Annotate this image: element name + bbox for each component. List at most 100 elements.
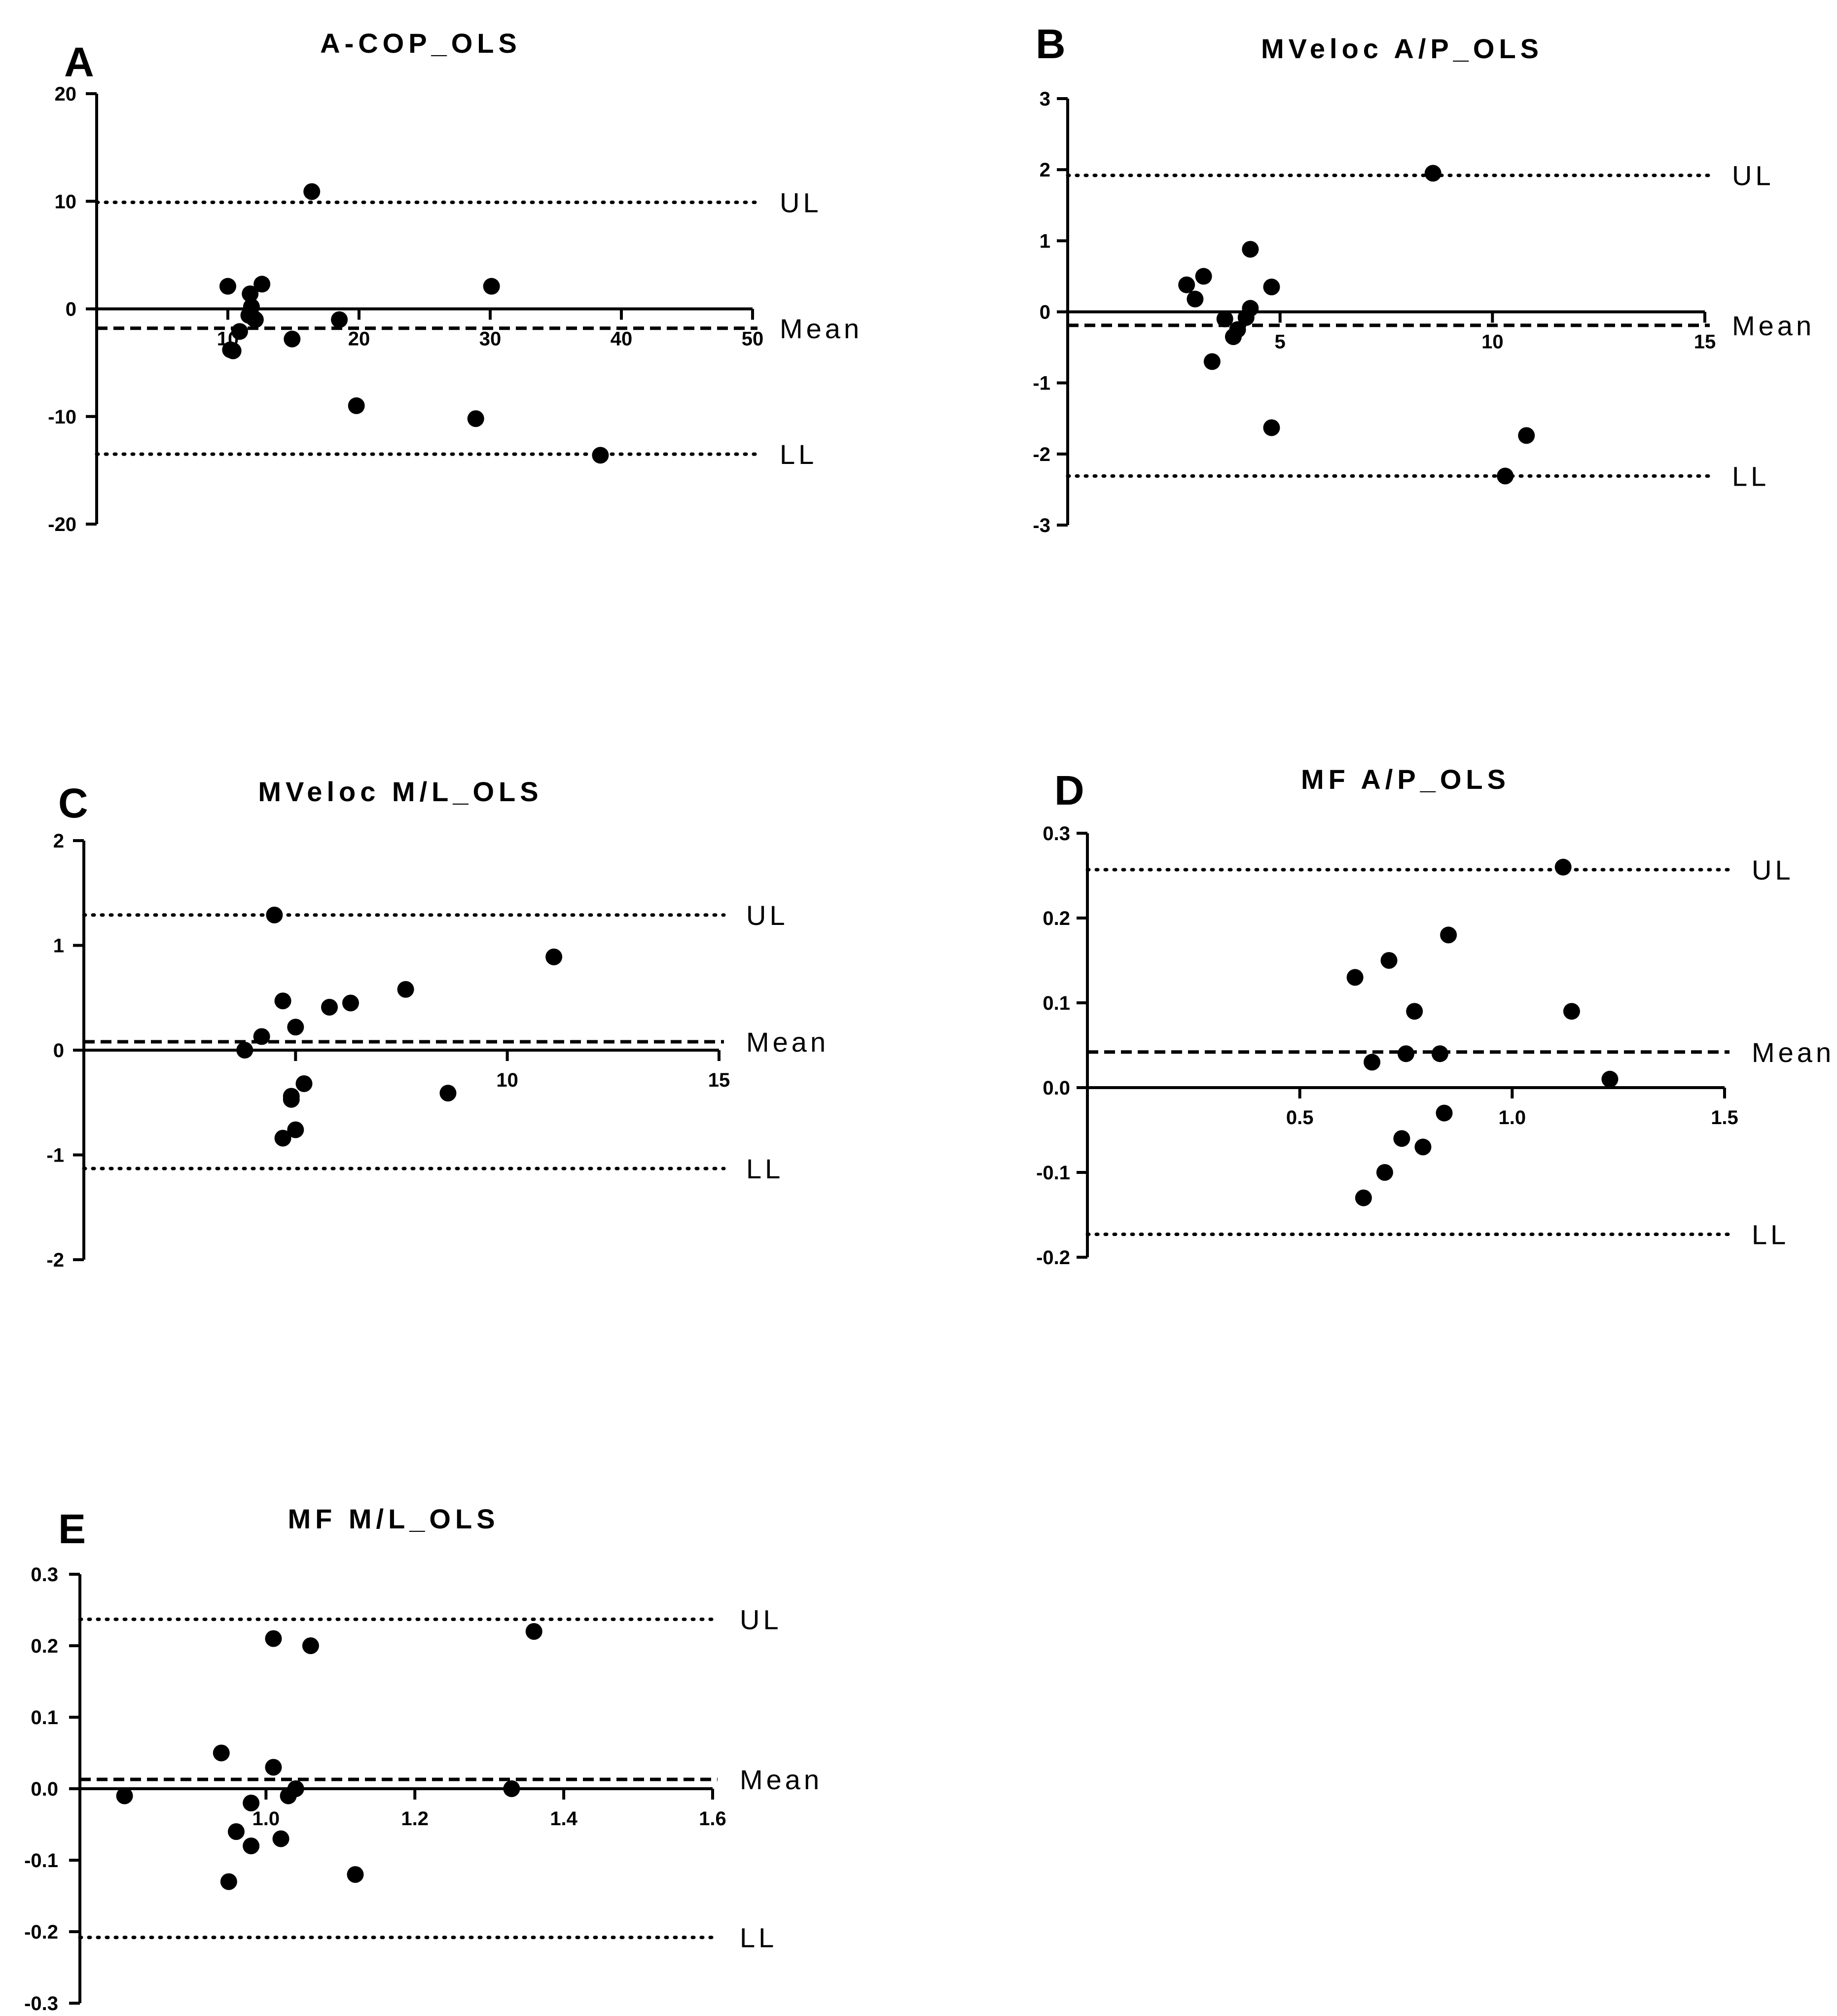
data-point (219, 278, 236, 295)
panel-letter: B (1036, 21, 1066, 67)
y-tick-label: -1 (1033, 373, 1050, 394)
data-point (1440, 926, 1457, 944)
y-tick-label: 0 (66, 299, 76, 320)
data-point (265, 1759, 282, 1776)
upper-limit-label: UL (1752, 854, 1794, 885)
x-tick-label: 10 (496, 1069, 518, 1091)
data-point (1376, 1164, 1393, 1181)
data-point (247, 311, 264, 328)
data-point (287, 1019, 304, 1036)
chart-title: MVeloc M/L_OLS (258, 776, 542, 807)
x-tick-label: 1.0 (1499, 1107, 1526, 1129)
y-tick-label: -1 (46, 1145, 64, 1167)
data-point (236, 1042, 253, 1059)
lower-limit-label: LL (740, 1922, 777, 1953)
data-point (1436, 1104, 1453, 1122)
data-point (295, 1075, 313, 1092)
lower-limit-label: LL (1752, 1219, 1789, 1250)
data-point (243, 1838, 260, 1854)
x-tick-label: 15 (1694, 331, 1716, 353)
data-point (1263, 419, 1280, 436)
data-point (321, 998, 338, 1016)
x-tick-label: 1.0 (252, 1808, 280, 1830)
data-point (266, 906, 283, 923)
data-point (1563, 1003, 1580, 1020)
y-tick-label: -2 (46, 1249, 64, 1271)
panel-c: C MVeloc M/L_OLS -2 -1 0 1 2 10 15 UL Mean LL (46, 776, 829, 1271)
upper-limit-label: UL (740, 1604, 782, 1635)
y-tick-label: 0.1 (31, 1707, 58, 1729)
data-point (1406, 1003, 1423, 1020)
x-tick-label: 5 (1275, 331, 1286, 353)
data-point (1518, 427, 1535, 444)
data-point (1187, 290, 1204, 308)
data-point (274, 992, 291, 1010)
x-tick-label: 0.5 (1286, 1107, 1314, 1129)
data-point (545, 948, 563, 965)
data-point (213, 1744, 230, 1762)
data-point (274, 1130, 291, 1147)
data-point (1601, 1070, 1619, 1088)
data-point (287, 1121, 304, 1138)
y-tick-label: 1 (1040, 230, 1050, 252)
lower-limit-label: LL (780, 439, 817, 470)
y-tick-label: -0.2 (1036, 1247, 1070, 1269)
data-point (303, 183, 321, 200)
data-point (231, 323, 248, 340)
y-tick-label: -10 (48, 406, 76, 428)
x-tick-label: 10 (1481, 331, 1504, 353)
data-point (1216, 310, 1233, 327)
data-point (347, 1866, 364, 1883)
lower-limit-label: LL (746, 1153, 784, 1184)
x-tick-label: 1.4 (550, 1808, 577, 1830)
y-tick-label: 0.2 (31, 1635, 58, 1657)
mean-label: Mean (746, 1026, 829, 1058)
upper-limit-label: UL (1732, 160, 1774, 191)
mean-label: Mean (1752, 1037, 1835, 1068)
x-tick-label: 1.5 (1711, 1107, 1738, 1129)
data-point (1497, 467, 1514, 485)
data-point (525, 1623, 542, 1640)
data-point (348, 397, 365, 414)
panel-e: E MF M/L_OLS -0.3 -0.2 -0.1 0.0 0.1 0.2 0.3 1.0 1.… (24, 1503, 819, 2015)
y-tick-label: 0 (53, 1040, 64, 1061)
upper-limit-label: UL (780, 187, 822, 218)
chart-title: MVeloc A/P_OLS (1261, 33, 1543, 64)
data-point (243, 1795, 260, 1811)
data-point (483, 278, 500, 295)
upper-limit-label: UL (746, 900, 789, 931)
chart-title: MF M/L_OLS (288, 1503, 499, 1534)
y-tick-label: 1 (53, 935, 64, 957)
data-point (1195, 268, 1212, 285)
y-tick-label: 0 (1040, 302, 1050, 323)
data-point (1229, 321, 1246, 338)
data-point (1380, 952, 1398, 969)
y-tick-label: 0.0 (1043, 1077, 1070, 1099)
panel-letter: C (58, 780, 88, 826)
data-point (1203, 353, 1221, 370)
y-tick-label: -2 (1033, 444, 1050, 465)
x-tick-label: 50 (742, 328, 764, 350)
data-point (227, 1823, 245, 1840)
data-point (1414, 1138, 1432, 1156)
data-point (287, 1780, 304, 1797)
data-point (1355, 1189, 1372, 1206)
data-point (302, 1637, 319, 1654)
chart-title: A-COP_OLS (320, 28, 521, 59)
y-tick-label: 0.3 (31, 1564, 58, 1586)
panel-letter: D (1054, 767, 1084, 813)
y-tick-label: -20 (48, 514, 76, 535)
data-point (220, 1873, 237, 1890)
data-point (1398, 1045, 1414, 1062)
data-point (467, 410, 484, 427)
x-tick-label: 20 (348, 328, 370, 350)
data-point (1242, 300, 1259, 317)
y-tick-label: 10 (55, 191, 77, 212)
data-point (253, 1028, 270, 1045)
x-tick-label: 1.6 (699, 1808, 726, 1830)
data-point (1364, 1054, 1381, 1071)
data-point (331, 311, 348, 328)
data-point (224, 342, 242, 359)
